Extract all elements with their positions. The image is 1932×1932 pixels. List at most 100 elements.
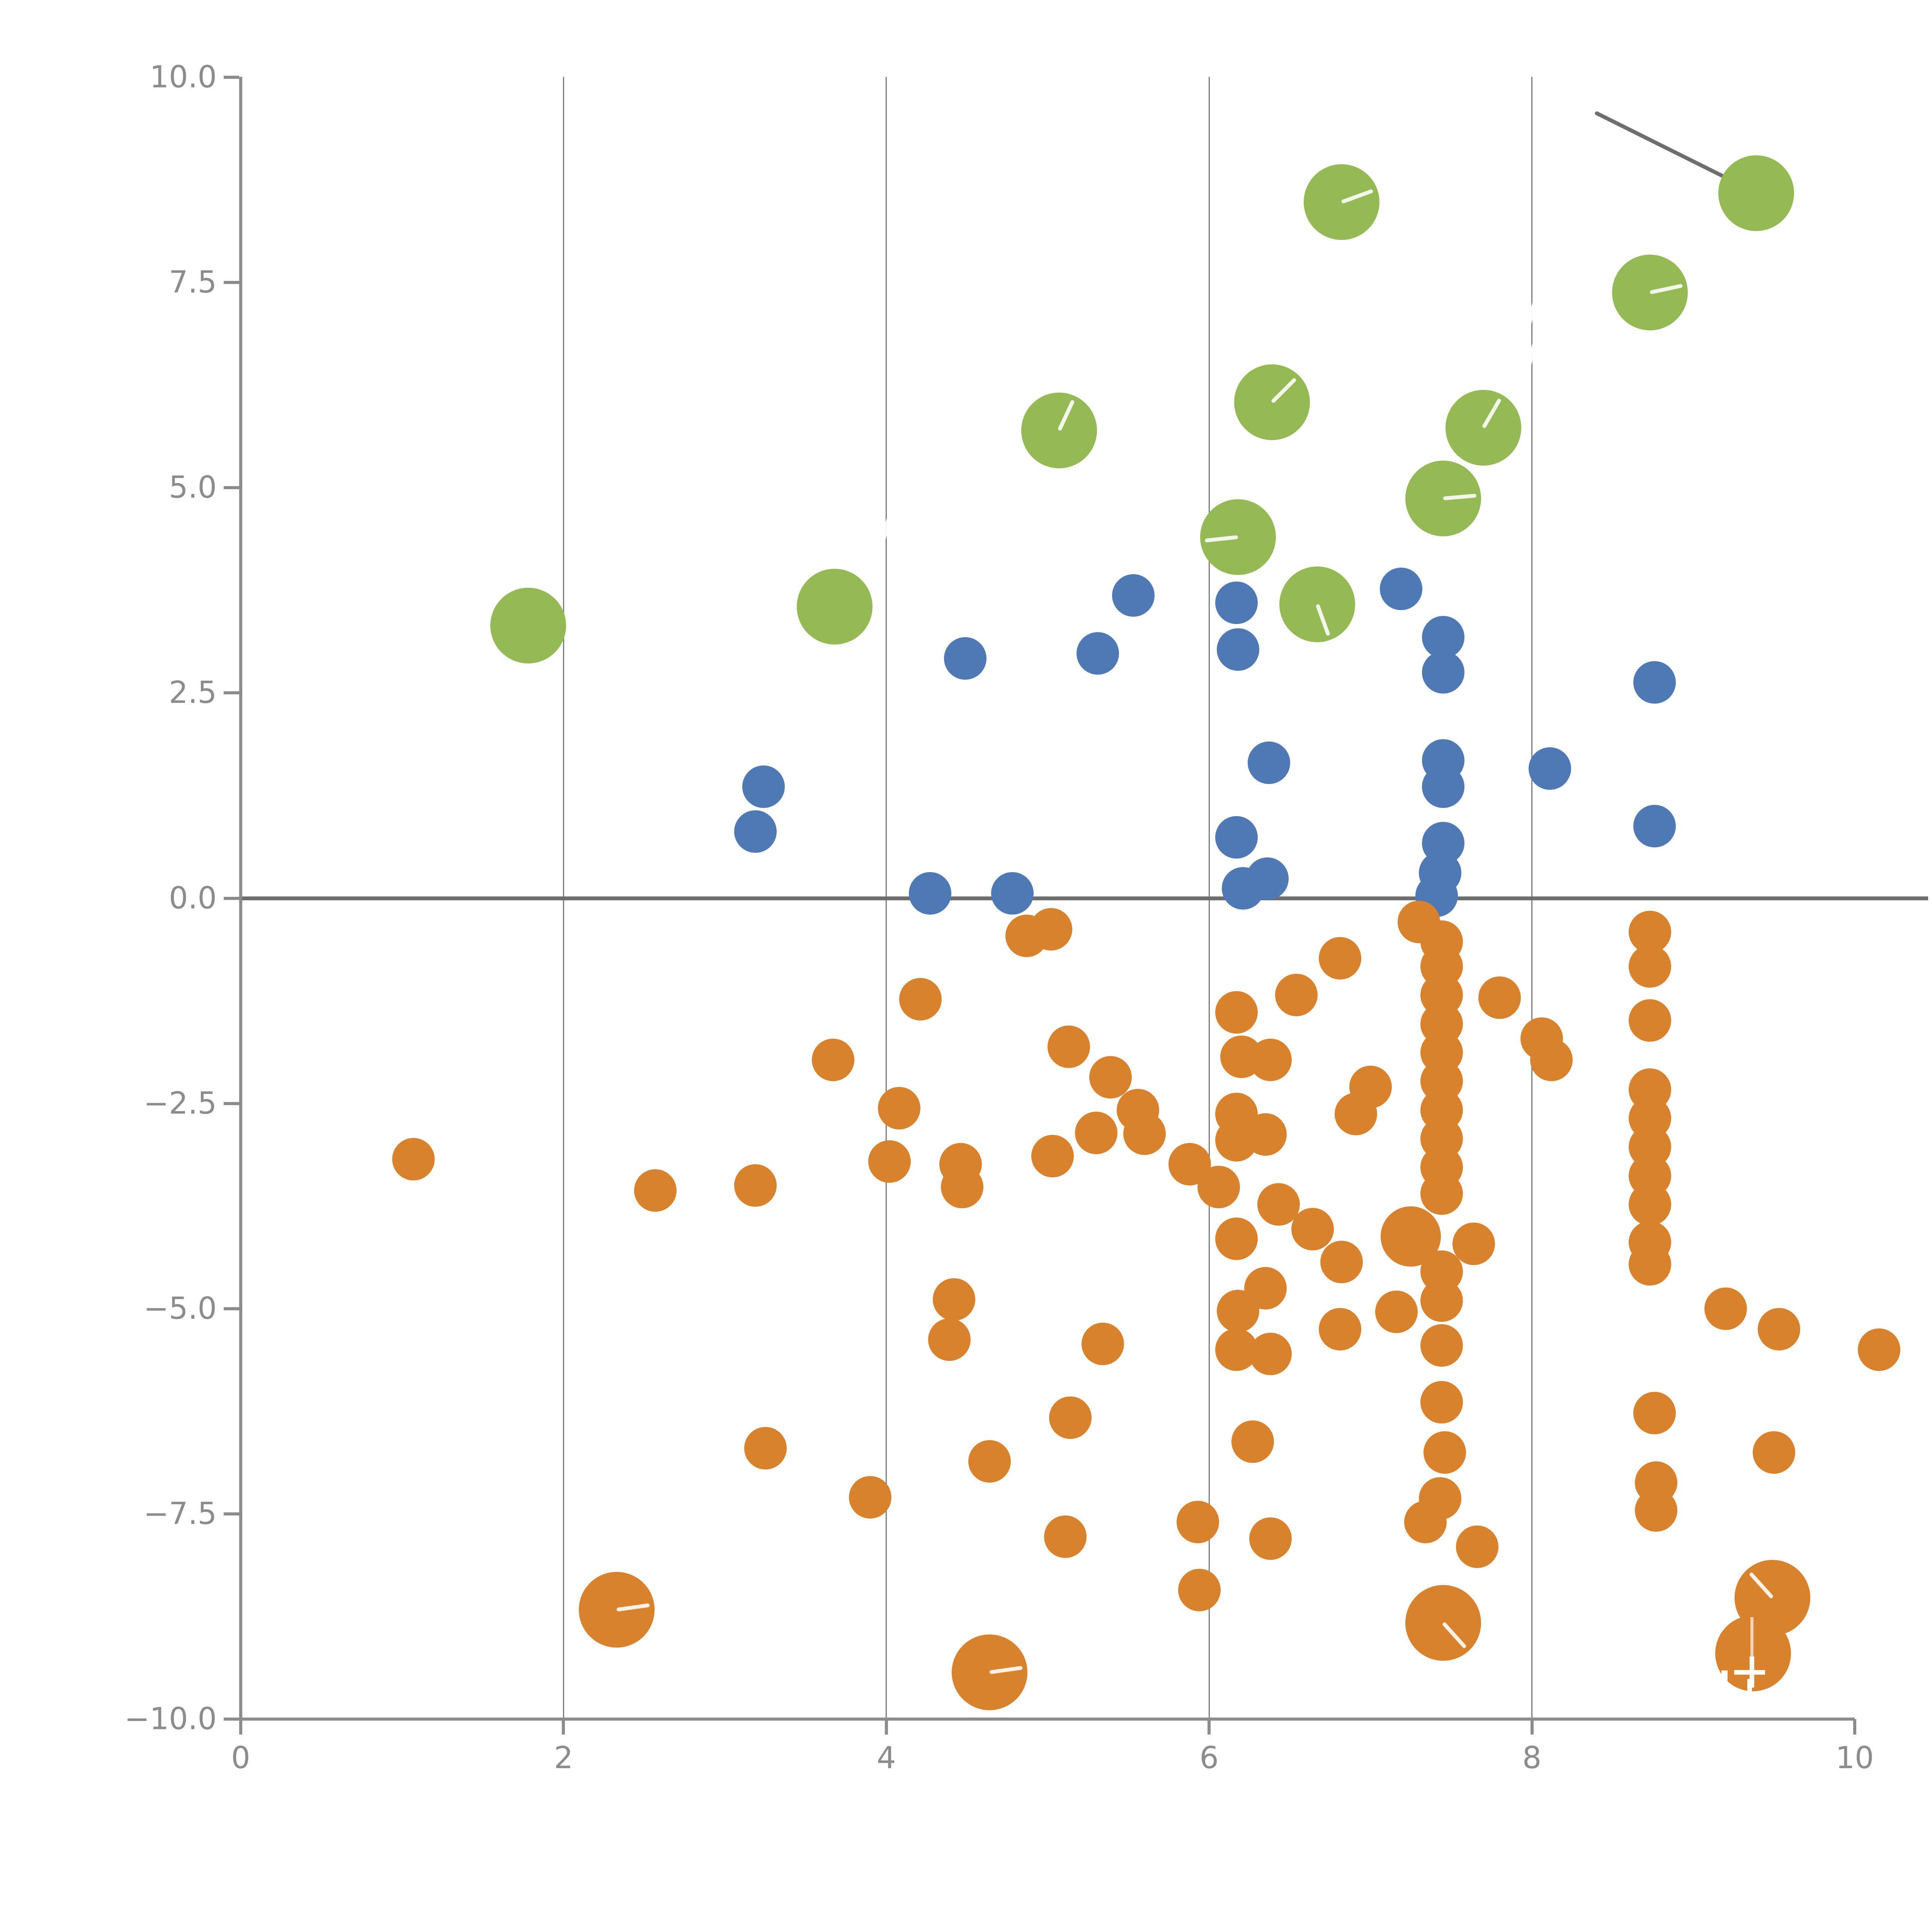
y-tick-label: −10.0 (124, 1702, 217, 1736)
y-tick-label: 2.5 (168, 675, 217, 711)
orange-dot (1178, 1569, 1221, 1612)
blue-dot (1633, 661, 1676, 704)
orange-dot (1420, 1381, 1463, 1423)
orange-dot (1478, 976, 1521, 1019)
orange-dot (1320, 1240, 1363, 1283)
orange-dot (1123, 1112, 1166, 1155)
blue-dot (734, 810, 777, 853)
orange-dot (1628, 999, 1671, 1042)
green-bubble (1718, 155, 1794, 231)
orange-dot (1318, 937, 1361, 980)
orange-dot (1176, 1501, 1219, 1544)
x-tick-2 (562, 1719, 565, 1735)
gridline-white-dash (1527, 344, 1537, 365)
orange-dot (1420, 1324, 1463, 1367)
orange-dot (1857, 1328, 1900, 1371)
orange-dot (1089, 1056, 1132, 1099)
y-tick-5 (224, 486, 239, 490)
y-tick-7.5 (224, 281, 239, 284)
green-bubble (1200, 499, 1276, 575)
y-tick--10 (224, 1718, 239, 1721)
blue-dot (1422, 651, 1464, 694)
orange-dot (1420, 1279, 1463, 1322)
y-tick--5 (224, 1307, 239, 1310)
x-tick-label: 8 (1522, 1741, 1542, 1776)
x-tick-4 (884, 1719, 888, 1735)
orange-dot (899, 978, 942, 1020)
y-tick-label: −2.5 (143, 1086, 217, 1121)
orange-dot (1231, 1420, 1274, 1463)
x-tick-label: 6 (1199, 1741, 1219, 1776)
orange-dot (1456, 1525, 1498, 1568)
watermark-pink-line (1750, 1617, 1753, 1688)
orange-dot (868, 1140, 911, 1183)
orange-dot (1249, 1039, 1292, 1082)
green-bubble (490, 588, 566, 664)
orange-dot (1753, 1431, 1796, 1474)
orange-dot (1404, 1501, 1447, 1544)
orange-dot (1530, 1039, 1573, 1082)
orange-dot (1757, 1308, 1800, 1350)
orange-dot (1420, 1172, 1463, 1215)
orange-dot (1075, 1112, 1117, 1155)
orange-dot (1257, 1183, 1300, 1226)
blue-dot (1215, 816, 1258, 859)
y-axis-spine (239, 77, 242, 1719)
y-tick-10 (224, 76, 239, 79)
orange-dot (1452, 1222, 1495, 1265)
orange-dot (1029, 908, 1072, 951)
blue-dot (1633, 804, 1676, 847)
y-tick-label: −5.0 (143, 1291, 217, 1326)
orange-dot (1335, 1093, 1378, 1136)
watermark-white-mark (1721, 1670, 1728, 1687)
orange-dot (734, 1164, 777, 1207)
y-tick-label: 5.0 (168, 470, 217, 505)
orange-dot (933, 1278, 976, 1321)
orange-dot (1704, 1287, 1747, 1330)
x-axis-spine (241, 1718, 1855, 1721)
orange-dot (1049, 1396, 1092, 1439)
orange-dot (1275, 974, 1318, 1017)
blue-dot (1422, 765, 1464, 808)
orange-dot (1031, 1134, 1074, 1177)
gridline-white-dash (882, 519, 891, 539)
blue-dot (944, 637, 987, 680)
blue-dot (742, 765, 785, 808)
blue-dot (1076, 632, 1119, 675)
orange-dot (1628, 1243, 1671, 1286)
orange-dot (941, 1166, 984, 1209)
y-tick-2.5 (224, 691, 239, 695)
x-tick-0 (239, 1719, 242, 1735)
orange-dot (849, 1476, 892, 1519)
x-tick-label: 2 (554, 1741, 573, 1776)
orange-dot (1628, 945, 1671, 988)
orange-dot (1633, 1391, 1676, 1434)
orange-dot (1215, 1218, 1258, 1260)
orange-dot (1047, 1026, 1090, 1068)
x-tick-10 (1853, 1719, 1856, 1735)
orange-dot (1081, 1323, 1124, 1366)
blue-dot (1215, 581, 1258, 624)
blue-dot (1217, 628, 1260, 671)
orange-dot (634, 1169, 677, 1212)
gridline-white-dash (1527, 303, 1537, 324)
orange-dot (968, 1440, 1011, 1483)
orange-dot (1217, 1290, 1260, 1333)
blue-dot (1528, 747, 1571, 790)
x-tick-6 (1208, 1719, 1211, 1735)
orange-large-bubble (1381, 1206, 1441, 1267)
x-tick-label: 4 (876, 1741, 896, 1776)
x-tick-8 (1530, 1719, 1534, 1735)
watermark-white-mark (1734, 1670, 1765, 1675)
zero-line (241, 896, 1928, 900)
y-tick-label: 10.0 (150, 60, 217, 95)
orange-dot (1249, 1517, 1292, 1560)
blue-dot (1380, 567, 1423, 610)
blue-dot (1112, 574, 1155, 617)
orange-dot (878, 1087, 921, 1130)
y-tick-0 (224, 896, 239, 900)
y-tick-label: 7.5 (168, 265, 217, 300)
y-tick--7.5 (224, 1512, 239, 1515)
orange-dot (392, 1138, 435, 1181)
